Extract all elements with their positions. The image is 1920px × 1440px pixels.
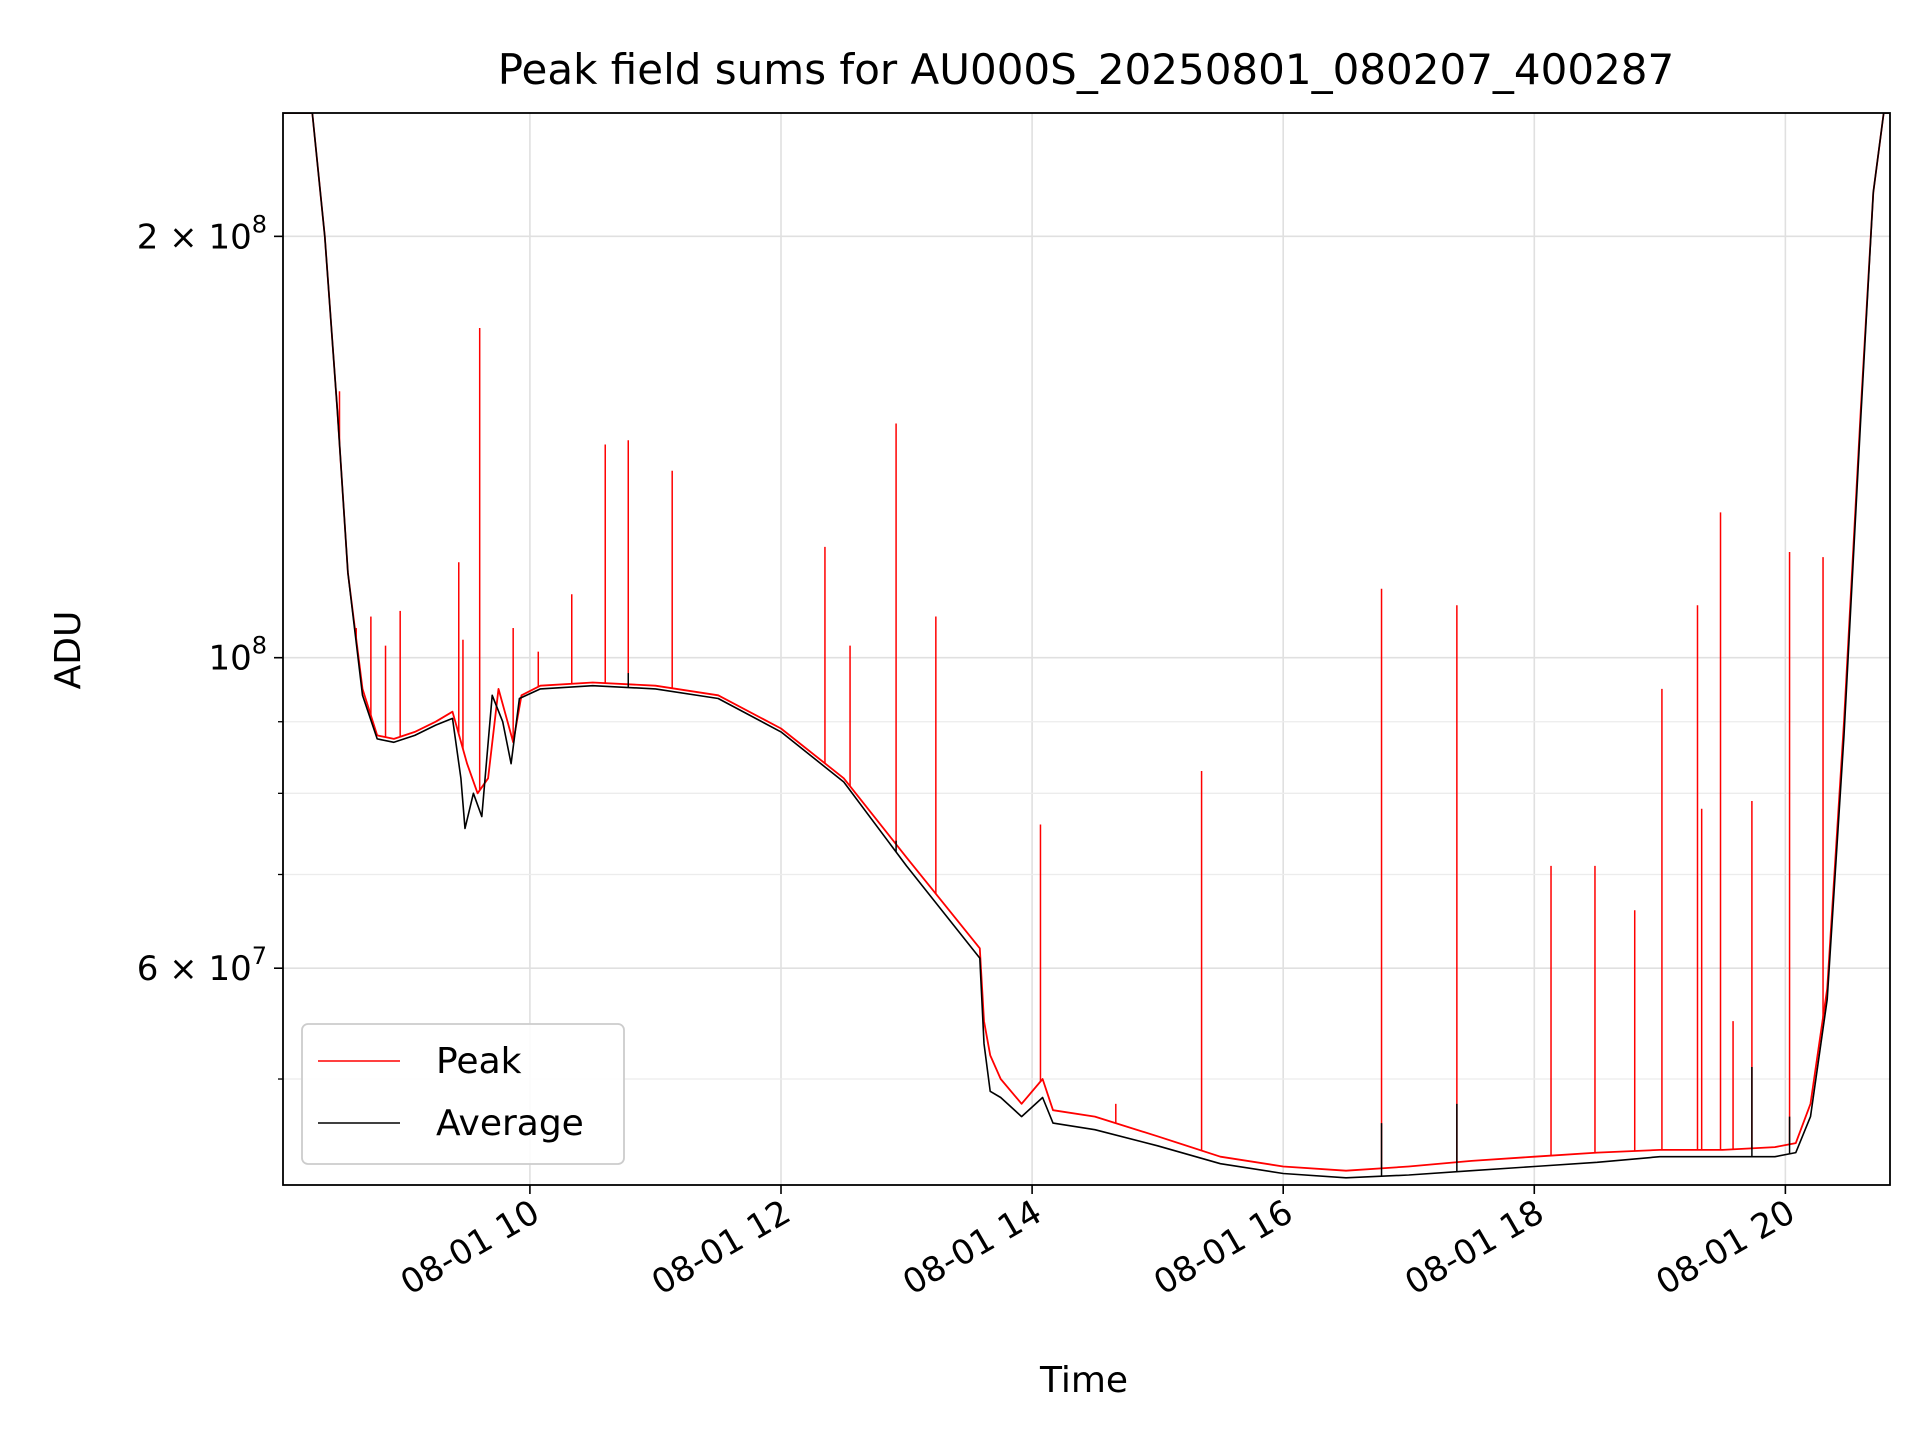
legend-box — [301, 1023, 625, 1165]
series-layer — [283, 113, 1890, 1179]
chart-title: Peak field sums for AU000S_20250801_0802… — [498, 45, 1675, 94]
series-line-peak — [283, 113, 1890, 1172]
plot-frame — [282, 112, 1891, 1186]
legend: Peak Average — [301, 1023, 625, 1165]
y-tick-label: 108 — [208, 632, 267, 679]
y-tick-label: 2 × 108 — [137, 210, 267, 257]
legend-label-peak: Peak — [436, 1041, 522, 1082]
x-axis-label: Time — [1039, 1360, 1128, 1401]
y-axis-label: ADU — [48, 611, 89, 690]
series-line-average — [283, 113, 1890, 1179]
series-clip-group — [283, 113, 1890, 1179]
legend-label-average: Average — [436, 1103, 584, 1144]
y-tick-label: 6 × 107 — [137, 942, 267, 989]
grid — [283, 113, 1890, 1185]
